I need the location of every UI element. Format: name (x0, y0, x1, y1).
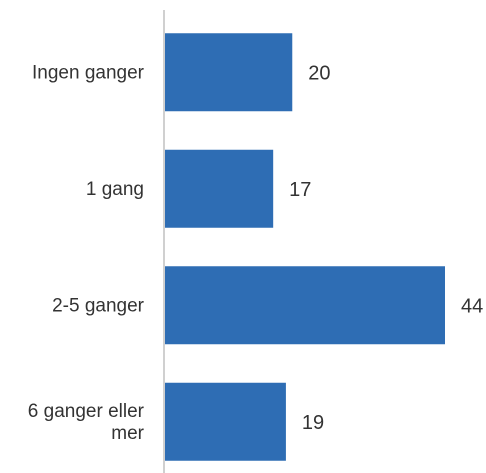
bars-group (165, 33, 445, 461)
value-label: 17 (289, 179, 311, 201)
bar (165, 266, 445, 345)
bar (165, 33, 293, 112)
category-label: 6 ganger eller (28, 401, 145, 422)
bar (165, 382, 286, 461)
value-label: 19 (302, 412, 324, 434)
value-label: 20 (308, 62, 330, 84)
category-label: 2-5 ganger (52, 295, 145, 316)
category-label: 1 gang (86, 179, 144, 200)
category-label: Ingen ganger (32, 62, 145, 83)
value-labels-group: 20 17 44 19 (289, 62, 483, 434)
category-label: mer (111, 423, 144, 444)
bar (165, 149, 274, 228)
value-label: 44 (461, 295, 483, 317)
category-labels-group: Ingen ganger 1 gang 2-5 ganger 6 ganger ell… (28, 62, 145, 444)
